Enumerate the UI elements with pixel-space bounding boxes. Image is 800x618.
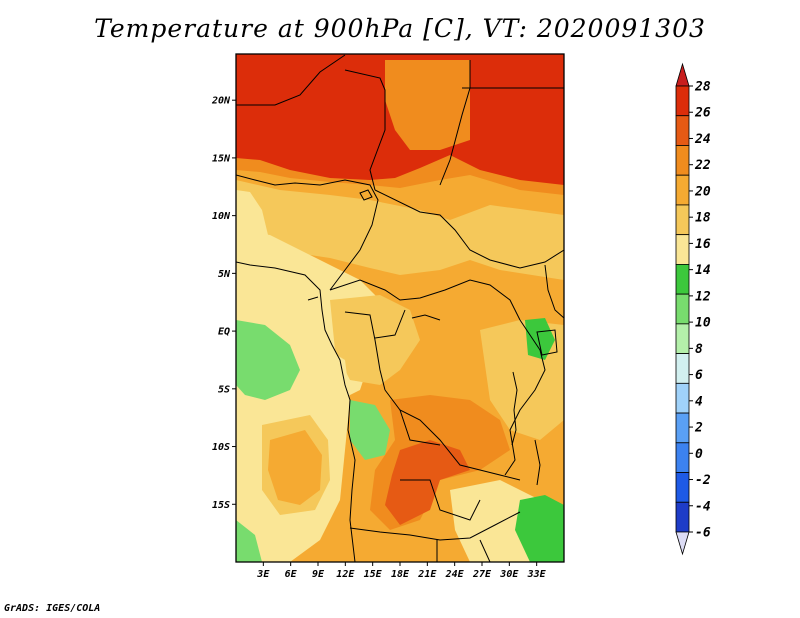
lake-tanganyika bbox=[511, 371, 518, 446]
lat-tick-label: EQ bbox=[218, 327, 230, 338]
colorbar-label: 6 bbox=[695, 368, 703, 383]
colorbar-label: -2 bbox=[695, 473, 711, 488]
band-12-14-atlantic bbox=[236, 320, 300, 400]
colorbar-label: 16 bbox=[695, 237, 711, 252]
lon-tick-label: 12E bbox=[336, 569, 355, 580]
lon-tick-label: 27E bbox=[472, 569, 492, 580]
band-18-20-nw bbox=[236, 190, 268, 265]
colorbar-box bbox=[675, 85, 690, 117]
colorbar-box bbox=[675, 234, 690, 265]
colorbar-box bbox=[675, 145, 690, 176]
lon-tick-label: 3E bbox=[256, 569, 270, 580]
lon-tick-label: 9E bbox=[312, 569, 325, 580]
temperature-field bbox=[236, 54, 564, 562]
band-14-16-great-lakes bbox=[525, 318, 555, 360]
colorbar-label: 28 bbox=[694, 80, 711, 95]
footer-credit: GrADS: IGES/COLA bbox=[4, 603, 101, 614]
river-marks bbox=[307, 296, 441, 321]
colorbar-box bbox=[675, 323, 690, 355]
band-12-14-angola bbox=[350, 400, 390, 460]
colorbar-box bbox=[675, 442, 690, 473]
colorbar-max-triangle bbox=[675, 62, 690, 87]
lat-tick-label: 5N bbox=[218, 269, 231, 280]
sahara-borders bbox=[236, 54, 564, 191]
lake-victoria bbox=[536, 329, 558, 356]
colorbar-label: 12 bbox=[695, 289, 711, 304]
southern-africa-borders bbox=[349, 511, 521, 562]
lon-tick-label: 21E bbox=[417, 569, 437, 580]
colorbar-label: 18 bbox=[695, 211, 711, 226]
east-africa-borders bbox=[504, 264, 564, 476]
congo-borders bbox=[384, 389, 521, 521]
colorbar-label: 2 bbox=[694, 421, 703, 436]
band-20-22-sahel bbox=[236, 180, 564, 280]
lat-tick-label: 5S bbox=[218, 384, 230, 395]
longitude-tick-labels: 3E 6E 9E 12E 15E 18E 21E 24E 27E 30E 33E bbox=[256, 562, 547, 580]
sahel-borders bbox=[236, 174, 564, 291]
colorbar-label: 24 bbox=[694, 132, 711, 147]
lat-tick-label: 15N bbox=[212, 153, 231, 164]
colorbar-min-triangle bbox=[675, 531, 690, 556]
band-12-14-sw-corner bbox=[236, 520, 262, 562]
colorbar-box bbox=[675, 263, 690, 295]
band-26-28-interior bbox=[385, 440, 470, 525]
colorbar-label: 26 bbox=[694, 106, 711, 121]
lat-tick-label: 15S bbox=[212, 500, 230, 511]
central-africa-borders bbox=[329, 279, 521, 391]
colorbar-box bbox=[675, 204, 690, 236]
colorbar-box bbox=[675, 472, 690, 503]
lat-tick-label: 20N bbox=[211, 96, 231, 107]
band-24-26-north-sahel bbox=[385, 60, 470, 150]
lon-tick-label: 15E bbox=[364, 569, 383, 580]
lat-tick-label: 10S bbox=[212, 442, 230, 453]
colorbar-box bbox=[675, 115, 690, 146]
lake-malawi bbox=[534, 439, 541, 486]
colorbar-box bbox=[675, 353, 690, 384]
colorbar-label: 0 bbox=[695, 447, 703, 462]
lon-tick-label: 30E bbox=[499, 569, 519, 580]
band-22-24-atlantic bbox=[268, 430, 322, 505]
colorbar-label: 22 bbox=[694, 158, 711, 173]
colorbar-box bbox=[675, 174, 690, 206]
colorbar-label: -6 bbox=[695, 526, 711, 541]
latitude-tick-labels: 20N 15N 10N 5N EQ 5S 10S 15S bbox=[211, 96, 236, 511]
colorbar-label: 20 bbox=[694, 184, 711, 199]
lon-tick-label: 6E bbox=[285, 569, 298, 580]
chart-title: Temperature at 900hPa [C], VT: 202009130… bbox=[94, 14, 706, 43]
country-borders bbox=[236, 54, 564, 562]
lon-tick-label: 33E bbox=[527, 569, 547, 580]
west-africa-coastline bbox=[236, 261, 356, 562]
colorbar-label: 4 bbox=[695, 394, 703, 409]
lat-tick-label: 10N bbox=[212, 211, 231, 222]
colorbar-label: 10 bbox=[695, 316, 711, 331]
lon-tick-label: 18E bbox=[391, 569, 410, 580]
colorbar-box bbox=[675, 293, 690, 325]
colorbar bbox=[675, 62, 690, 556]
band-12-14-south-east bbox=[515, 495, 564, 562]
colorbar-label: 8 bbox=[695, 342, 703, 357]
colorbar-label: -4 bbox=[695, 499, 711, 514]
colorbar-box bbox=[675, 412, 690, 444]
lake-chad bbox=[359, 189, 373, 201]
colorbar-box bbox=[675, 382, 690, 414]
colorbar-label: 14 bbox=[695, 263, 711, 278]
lon-tick-label: 24E bbox=[445, 569, 465, 580]
colorbar-box bbox=[675, 501, 690, 533]
